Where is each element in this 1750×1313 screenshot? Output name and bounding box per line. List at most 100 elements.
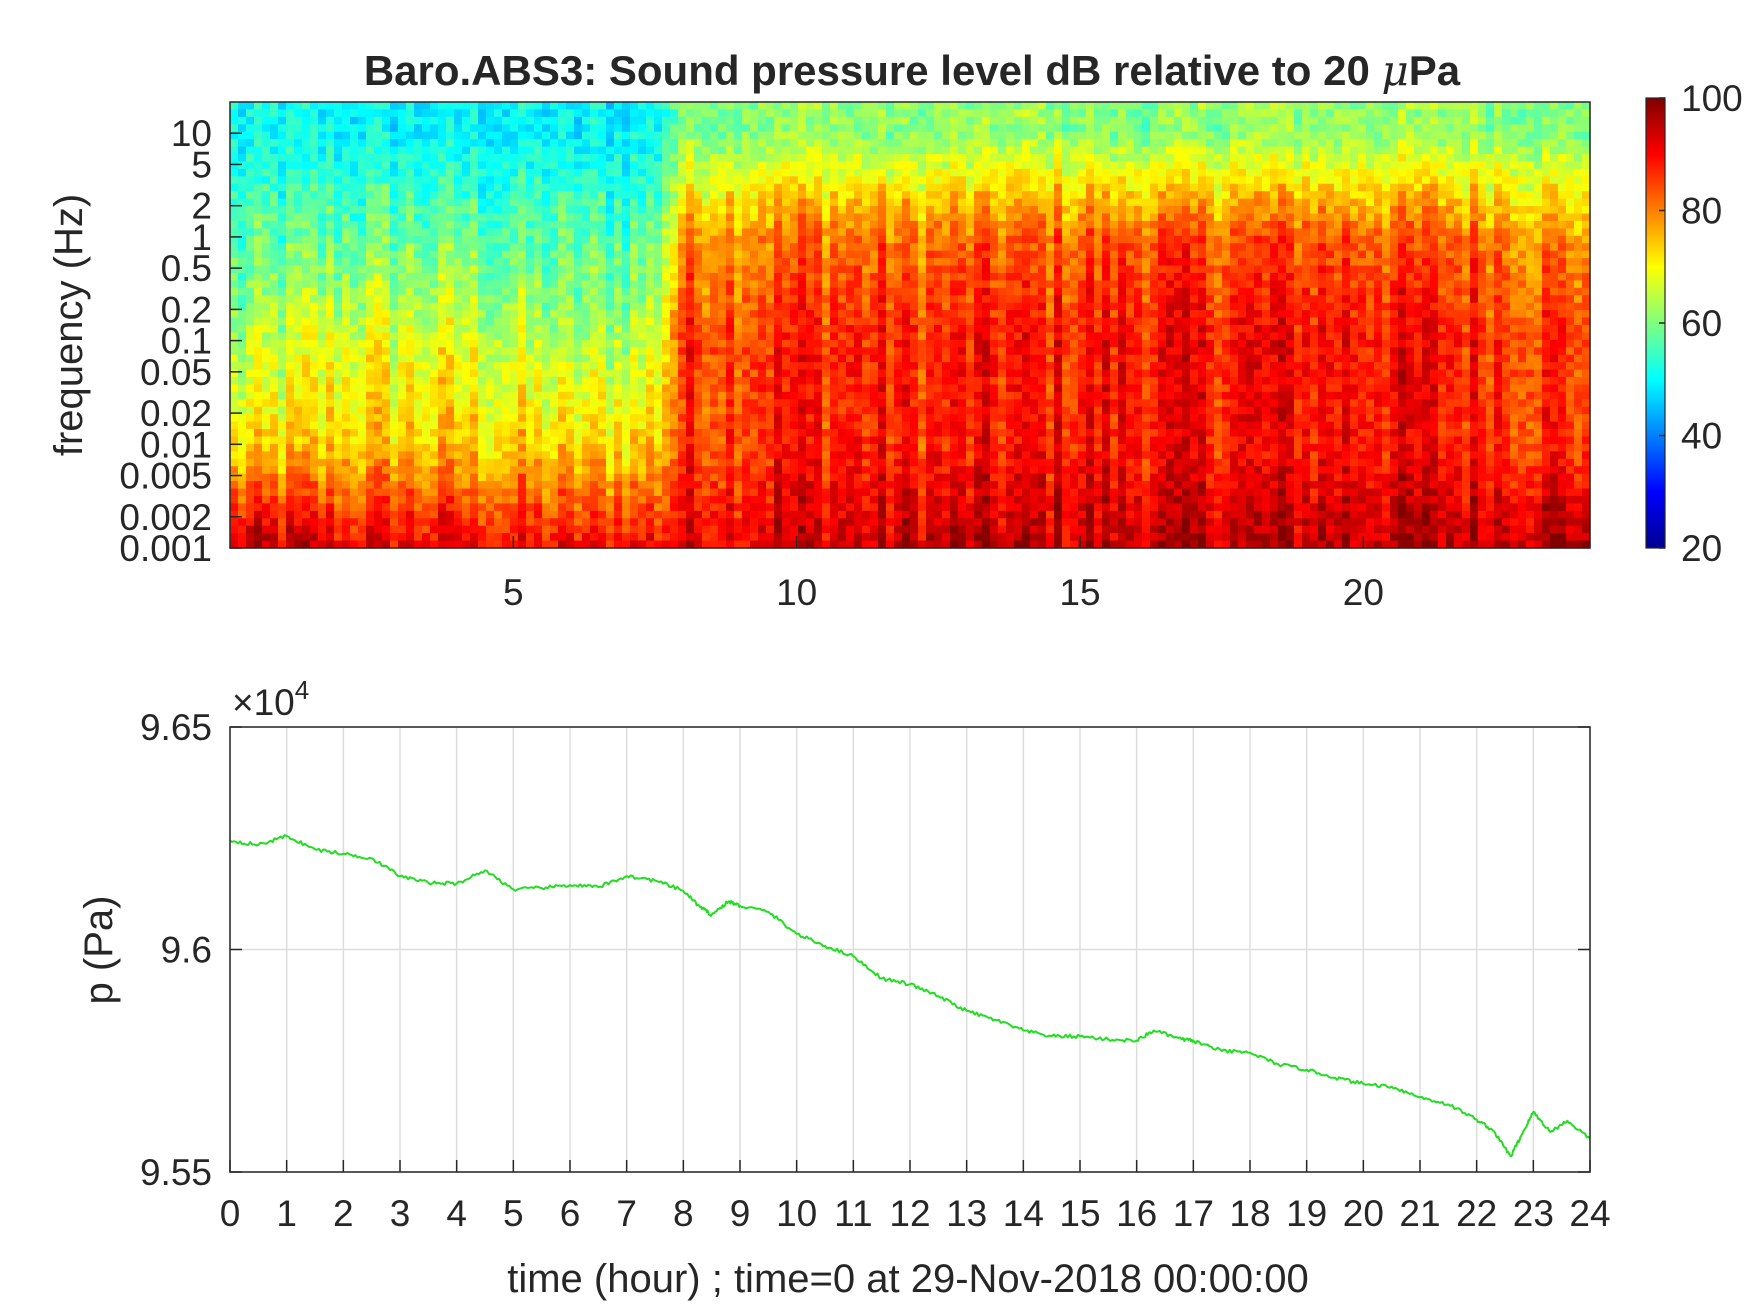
heatmap-cell (1550, 310, 1559, 319)
heatmap-cell (710, 131, 719, 140)
heatmap-cell (1550, 124, 1559, 133)
heatmap-cell (926, 272, 935, 281)
heatmap-cell (230, 317, 239, 326)
heatmap-cell (942, 176, 951, 185)
heatmap-cell (1246, 131, 1255, 140)
heatmap-cell (838, 280, 847, 289)
heatmap-cell (606, 317, 615, 326)
heatmap-cell (966, 280, 975, 289)
heatmap-cell (798, 280, 807, 289)
heatmap-cell (542, 310, 551, 319)
heatmap-cell (782, 295, 791, 304)
heatmap-cell (1030, 154, 1039, 163)
heatmap-cell (990, 235, 999, 244)
heatmap-cell (1166, 139, 1175, 148)
heatmap-cell (1286, 183, 1295, 192)
heatmap-cell (1230, 258, 1239, 267)
heatmap-cell (1358, 280, 1367, 289)
heatmap-cell (982, 183, 991, 192)
heatmap-cell (422, 310, 431, 319)
heatmap-cell (542, 168, 551, 177)
heatmap-cell (1190, 183, 1199, 192)
heatmap-cell (726, 206, 735, 215)
heatmap-cell (1486, 243, 1495, 252)
heatmap-cell (694, 243, 703, 252)
heatmap-cell (1374, 124, 1383, 133)
heatmap-cell (1030, 139, 1039, 148)
heatmap-cell (1430, 139, 1439, 148)
heatmap-cell (310, 146, 319, 155)
heatmap-cell (1470, 295, 1479, 304)
heatmap-cell (750, 191, 759, 200)
heatmap-cell (1158, 124, 1167, 133)
heatmap-cell (638, 228, 647, 237)
heatmap-cell (1550, 243, 1559, 252)
heatmap-cell (782, 191, 791, 200)
heatmap-cell (1534, 220, 1543, 229)
heatmap-cell (430, 102, 439, 111)
heatmap-cell (1230, 287, 1239, 296)
heatmap-cell (1430, 131, 1439, 140)
heatmap-cell (326, 302, 335, 311)
heatmap-cell (1550, 228, 1559, 237)
heatmap-cell (694, 310, 703, 319)
heatmap-cell (862, 116, 871, 125)
heatmap-cell (254, 168, 263, 177)
heatmap-cell (1294, 146, 1303, 155)
heatmap-cell (590, 168, 599, 177)
heatmap-cell (318, 198, 327, 207)
heatmap-cell (1254, 243, 1263, 252)
heatmap-cell (998, 146, 1007, 155)
heatmap-cell (974, 250, 983, 259)
heatmap-cell (766, 116, 775, 125)
heatmap-cell (1142, 109, 1151, 118)
heatmap-cell (710, 198, 719, 207)
heatmap-cell (1270, 272, 1279, 281)
heatmap-cell (718, 102, 727, 111)
heatmap-cell (1070, 265, 1079, 274)
heatmap-cell (1542, 124, 1551, 133)
heatmap-cell (1022, 124, 1031, 133)
heatmap-cell (1214, 280, 1223, 289)
heatmap-cell (1198, 302, 1207, 311)
heatmap-cell (1294, 206, 1303, 215)
heatmap-cell (1046, 206, 1055, 215)
heatmap-cell (950, 146, 959, 155)
heatmap-cell (998, 228, 1007, 237)
heatmap-cell (766, 102, 775, 111)
heatmap-cell (1470, 131, 1479, 140)
heatmap-cell (262, 116, 271, 125)
heatmap-cell (550, 235, 559, 244)
heatmap-cell (478, 228, 487, 237)
heatmap-cell (1014, 235, 1023, 244)
heatmap-cell (1230, 220, 1239, 229)
heatmap-cell (430, 191, 439, 200)
heatmap-cell (726, 131, 735, 140)
heatmap-cell (1462, 243, 1471, 252)
heatmap-cell (1502, 183, 1511, 192)
heatmap-cell (654, 102, 663, 111)
heatmap-cell (1574, 176, 1583, 185)
heatmap-cell (470, 265, 479, 274)
heatmap-cell (1294, 258, 1303, 267)
heatmap-cell (942, 161, 951, 170)
heatmap-cell (1382, 280, 1391, 289)
heatmap-cell (1414, 154, 1423, 163)
heatmap-cell (926, 191, 935, 200)
heatmap-cell (646, 191, 655, 200)
heatmap-cell (462, 287, 471, 296)
heatmap-cell (1462, 168, 1471, 177)
heatmap-cell (494, 124, 503, 133)
heatmap-cell (1190, 287, 1199, 296)
heatmap-cell (1294, 243, 1303, 252)
heatmap-cell (910, 131, 919, 140)
heatmap-cell (1022, 206, 1031, 215)
heatmap-cell (1574, 131, 1583, 140)
heatmap-cell (726, 213, 735, 222)
heatmap-cell (1526, 250, 1535, 259)
heatmap-cell (414, 109, 423, 118)
heatmap-cell (1046, 102, 1055, 111)
heatmap-cell (1582, 116, 1591, 125)
heatmap-cell (510, 102, 519, 111)
heatmap-cell (350, 317, 359, 326)
